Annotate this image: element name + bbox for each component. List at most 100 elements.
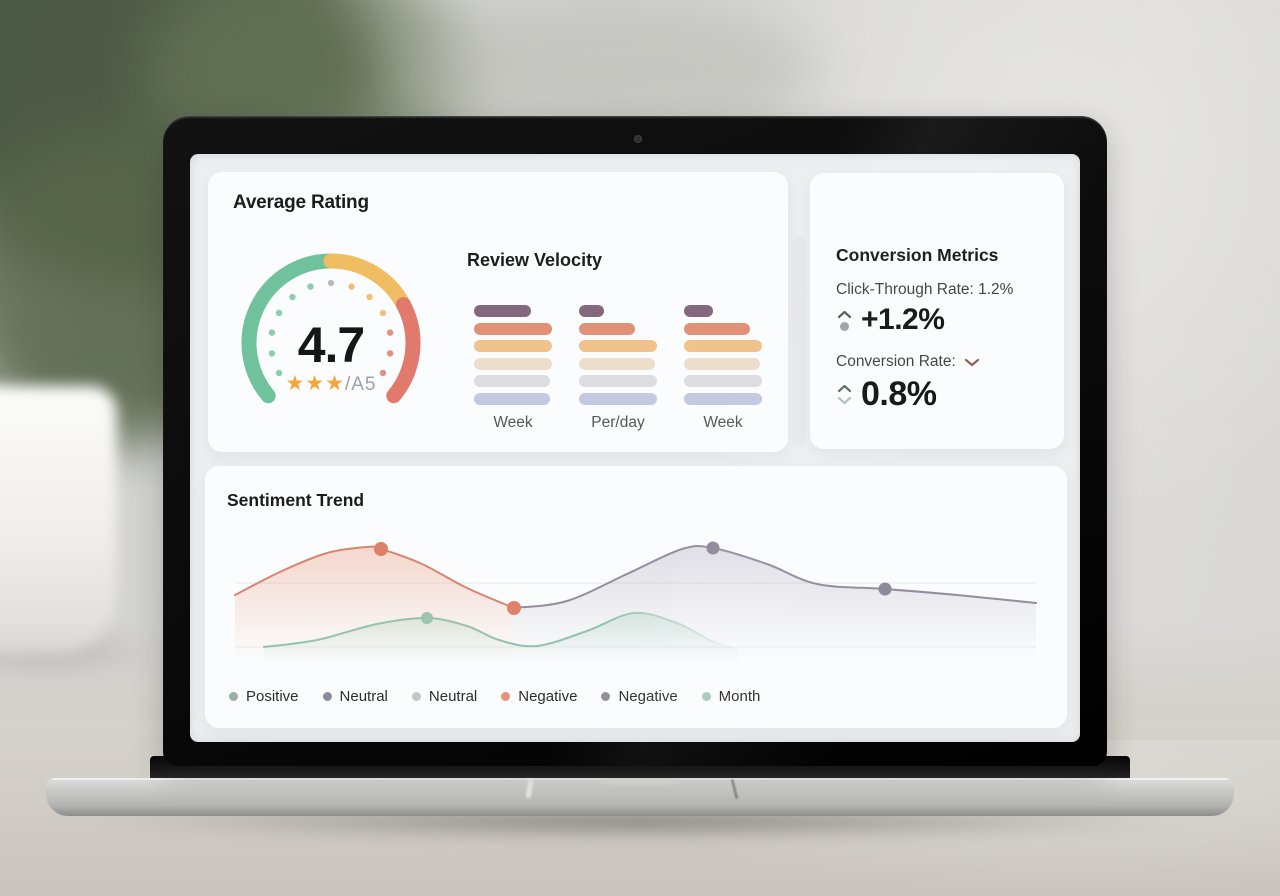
legend-item[interactable]: Negative xyxy=(501,688,577,705)
velocity-bar xyxy=(579,305,604,317)
chevron-up-icon xyxy=(837,310,851,318)
ctr-delta-value: +1.2% xyxy=(861,303,945,336)
legend-label: Positive xyxy=(246,688,299,705)
legend-dot-icon xyxy=(322,692,332,701)
conversion-rate-value-row: 0.8% xyxy=(836,375,1064,414)
ctr-delta-row: +1.2% xyxy=(836,303,1064,337)
velocity-bar-group: Week xyxy=(474,305,552,432)
review-velocity-title: Review Velocity xyxy=(467,250,603,270)
velocity-bar xyxy=(579,357,655,370)
laptop-display: Average Rating 4.7 ★★★/A5 Review Velocit… xyxy=(163,116,1107,766)
gauge-segment xyxy=(241,253,339,404)
velocity-bar xyxy=(579,375,657,387)
velocity-bar xyxy=(579,340,657,352)
positive-wave-line xyxy=(263,611,740,651)
velocity-bar xyxy=(579,392,657,405)
velocity-bar-group: Week xyxy=(684,305,762,432)
average-rating-card: Average Rating 4.7 ★★★/A5 Review Velocit… xyxy=(208,172,788,452)
gauge-tick-dot xyxy=(348,283,355,290)
legend-item[interactable]: Month xyxy=(701,688,761,705)
gauge-tick-dot xyxy=(386,329,394,336)
data-point-dot xyxy=(507,601,521,615)
data-point-dot xyxy=(878,582,892,596)
review-velocity-chart: Week Per/day Week xyxy=(474,305,762,432)
conversion-metrics-title: Conversion Metrics xyxy=(836,245,999,265)
plant-pot xyxy=(0,386,117,654)
data-point-dot xyxy=(706,541,720,555)
velocity-group-label: Week xyxy=(493,413,533,431)
rating-stars-row: ★★★/A5 xyxy=(285,372,376,395)
rating-scale-label: /A5 xyxy=(345,374,377,395)
chart-legend: Positive Neutral Neutral Negative Negative Mo… xyxy=(229,688,760,705)
legend-label: Neutral xyxy=(428,688,478,705)
legend-label: Negative xyxy=(518,688,578,705)
gauge-tick-dot xyxy=(289,293,296,301)
chevron-down-icon xyxy=(837,396,851,405)
dropdown-chevron-icon[interactable] xyxy=(964,358,980,367)
velocity-bar xyxy=(474,375,550,387)
sentiment-trend-chart xyxy=(234,541,1037,666)
gauge-tick-dot xyxy=(379,309,387,317)
average-rating-title: Average Rating xyxy=(233,192,369,213)
gauge-tick-dot xyxy=(379,369,387,377)
velocity-group-label: Per/day xyxy=(591,413,645,431)
gauge-tick-dot xyxy=(268,329,276,336)
legend-label: Month xyxy=(718,688,761,705)
card-divider xyxy=(792,236,806,446)
neutral-wave-line xyxy=(513,544,1037,609)
legend-label: Negative xyxy=(618,688,678,705)
velocity-bar xyxy=(474,305,531,317)
conversion-rate-row: Conversion Rate: xyxy=(836,353,1064,371)
star-icons: ★★★ xyxy=(285,372,344,395)
data-point-dot xyxy=(421,612,433,624)
negative-wave-line xyxy=(234,545,515,609)
gauge-tick-dot xyxy=(307,283,314,290)
rating-value: 4.7 xyxy=(298,317,365,373)
legend-item[interactable]: Neutral xyxy=(322,688,388,705)
gauge-tick-dot xyxy=(268,350,276,357)
gauge-tick-dot xyxy=(366,293,373,301)
velocity-bar xyxy=(684,392,762,405)
velocity-bar xyxy=(684,375,762,387)
gauge-tick-dot xyxy=(327,279,335,287)
legend-item[interactable]: Negative xyxy=(601,688,678,705)
legend-dot-icon xyxy=(411,692,421,701)
gauge-segment xyxy=(386,297,421,404)
lid-notch xyxy=(601,778,679,790)
gauge-tick-dot xyxy=(275,309,283,317)
conversion-rate-label: Conversion Rate: xyxy=(836,353,956,370)
legend-label: Neutral xyxy=(339,688,388,705)
positive-wave-area xyxy=(264,612,739,666)
gauge-segment xyxy=(323,253,411,313)
legend-item[interactable]: Neutral xyxy=(411,688,478,705)
legend-dot-icon xyxy=(701,692,711,701)
velocity-bar xyxy=(684,340,762,352)
legend-dot-icon xyxy=(601,692,611,701)
conversion-metrics-card: Conversion Metrics Click-Through Rate: 1… xyxy=(810,173,1064,449)
velocity-bar xyxy=(474,357,552,370)
velocity-bar xyxy=(474,322,552,335)
bullet-dot-icon xyxy=(839,321,849,331)
velocity-bar xyxy=(684,305,713,317)
dashboard-screen: Average Rating 4.7 ★★★/A5 Review Velocit… xyxy=(190,154,1080,742)
velocity-bar xyxy=(684,322,750,335)
legend-dot-icon xyxy=(501,692,511,701)
click-through-rate-label: Click-Through Rate: 1.2% xyxy=(836,281,1014,298)
velocity-group-label: Week xyxy=(703,413,743,431)
legend-item[interactable]: Positive xyxy=(229,688,299,705)
sentiment-trend-title: Sentiment Trend xyxy=(227,490,365,510)
velocity-bar xyxy=(474,392,550,405)
velocity-bar-group: Per/day xyxy=(579,305,657,432)
sentiment-trend-card: Sentiment Trend Positive Neutral Neutral Ne… xyxy=(205,466,1067,728)
rating-gauge-chart: 4.7 ★★★/A5 xyxy=(241,253,421,404)
laptop-base xyxy=(46,778,1234,816)
velocity-bar xyxy=(579,322,635,335)
velocity-bar xyxy=(684,357,760,370)
chevron-up-icon xyxy=(837,384,851,393)
velocity-bar xyxy=(474,340,552,352)
gauge-tick-dot xyxy=(386,350,394,357)
conversion-rate-value: 0.8% xyxy=(861,375,937,413)
data-point-dot xyxy=(374,542,388,556)
webcam-icon xyxy=(634,135,642,143)
